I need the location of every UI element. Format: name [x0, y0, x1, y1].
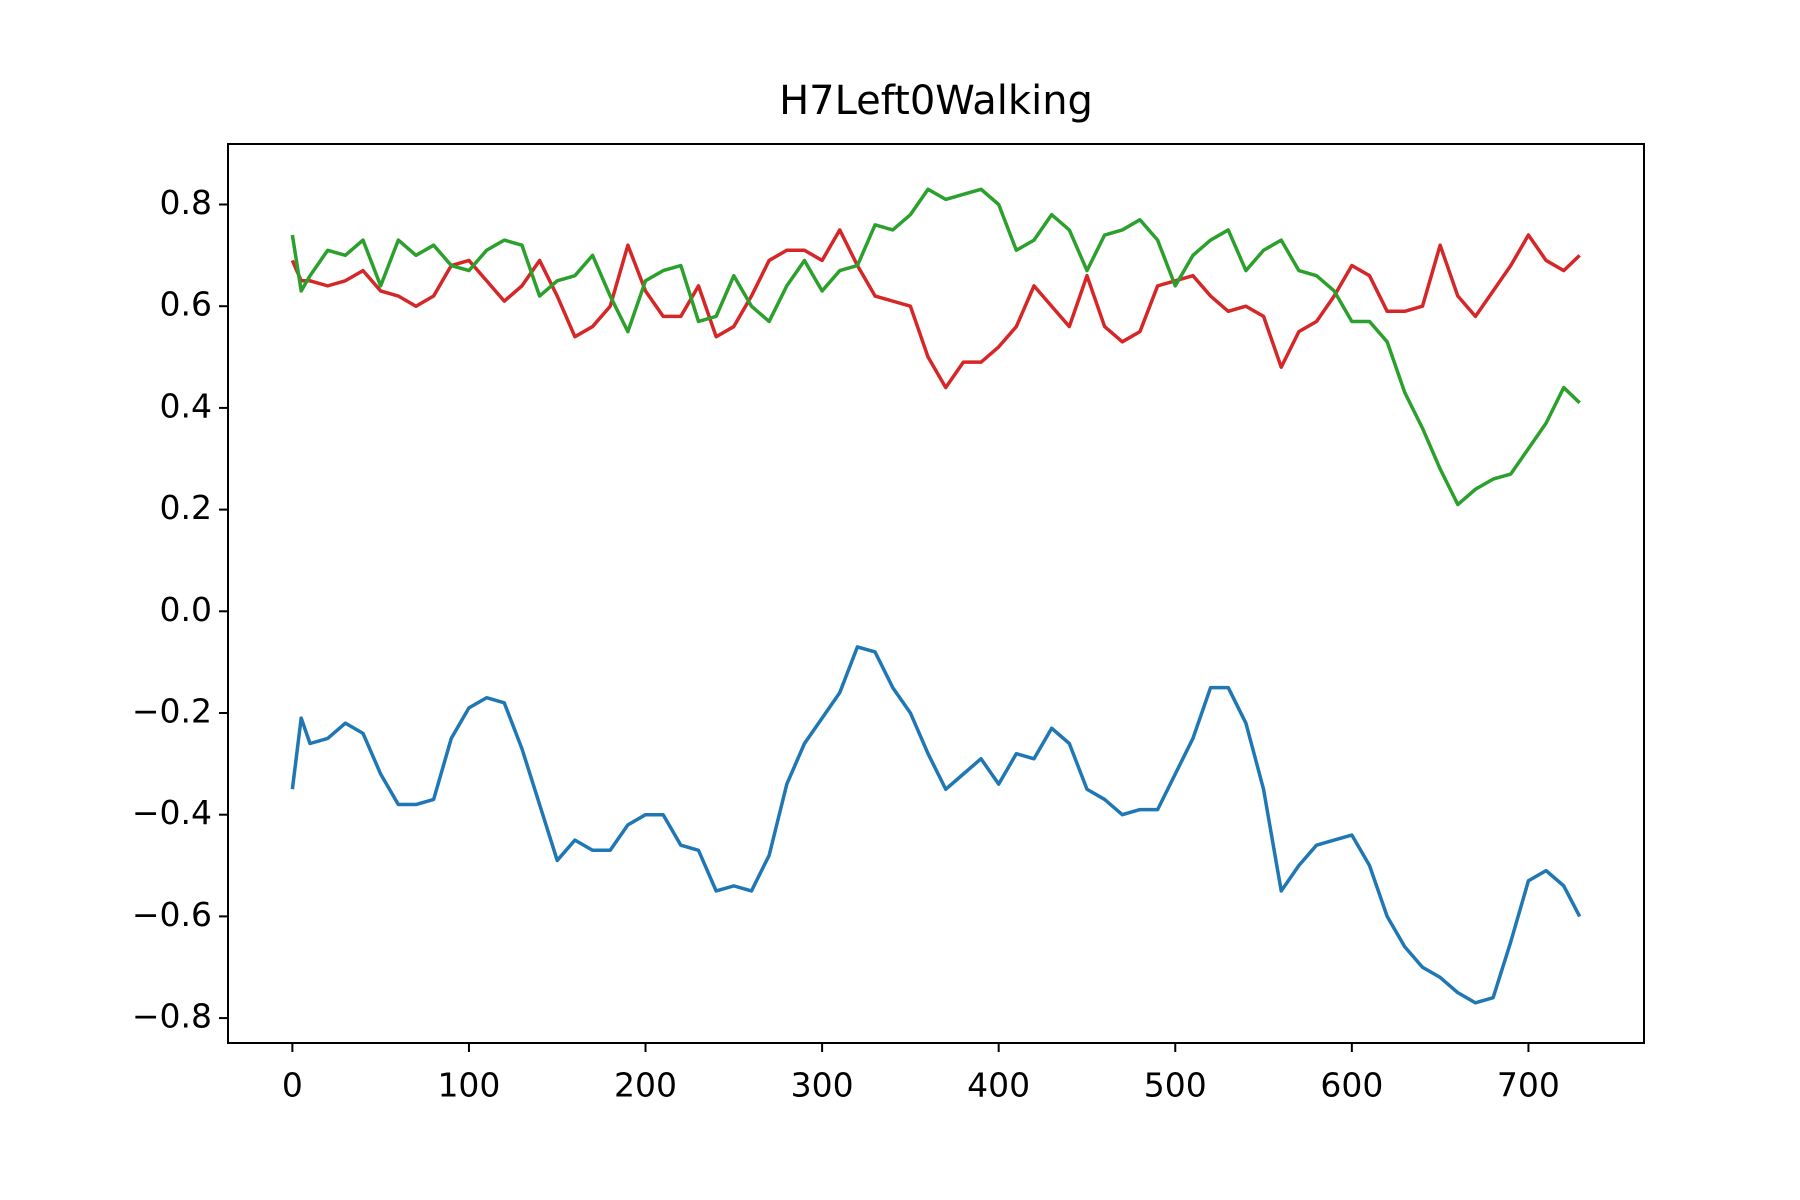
y-tick-label: 0.8 — [160, 183, 212, 222]
x-tick-label: 400 — [967, 1066, 1030, 1105]
x-tick-label: 500 — [1144, 1066, 1207, 1105]
x-tick-label: 600 — [1320, 1066, 1383, 1105]
chart-title: H7Left0Walking — [779, 78, 1093, 124]
plot-frame — [227, 143, 1645, 1044]
y-tick-label: −0.8 — [132, 997, 212, 1036]
line-series — [290, 228, 1581, 390]
x-tick-label: 700 — [1497, 1066, 1560, 1105]
y-tick-label: 0.6 — [160, 285, 212, 324]
x-tick-label: 100 — [437, 1066, 500, 1105]
x-tick-label: 0 — [282, 1066, 303, 1105]
x-tick-label: 300 — [791, 1066, 854, 1105]
y-tick-label: −0.2 — [132, 691, 212, 730]
x-tick-label: 200 — [614, 1066, 677, 1105]
y-tick-label: −0.6 — [132, 895, 212, 934]
y-tick-label: 0.0 — [160, 590, 212, 629]
y-tick-label: 0.4 — [160, 386, 212, 425]
y-tick-label: 0.2 — [160, 488, 212, 527]
line-series — [290, 187, 1581, 507]
y-tick-label: −0.4 — [132, 793, 212, 832]
line-series — [290, 645, 1582, 1005]
